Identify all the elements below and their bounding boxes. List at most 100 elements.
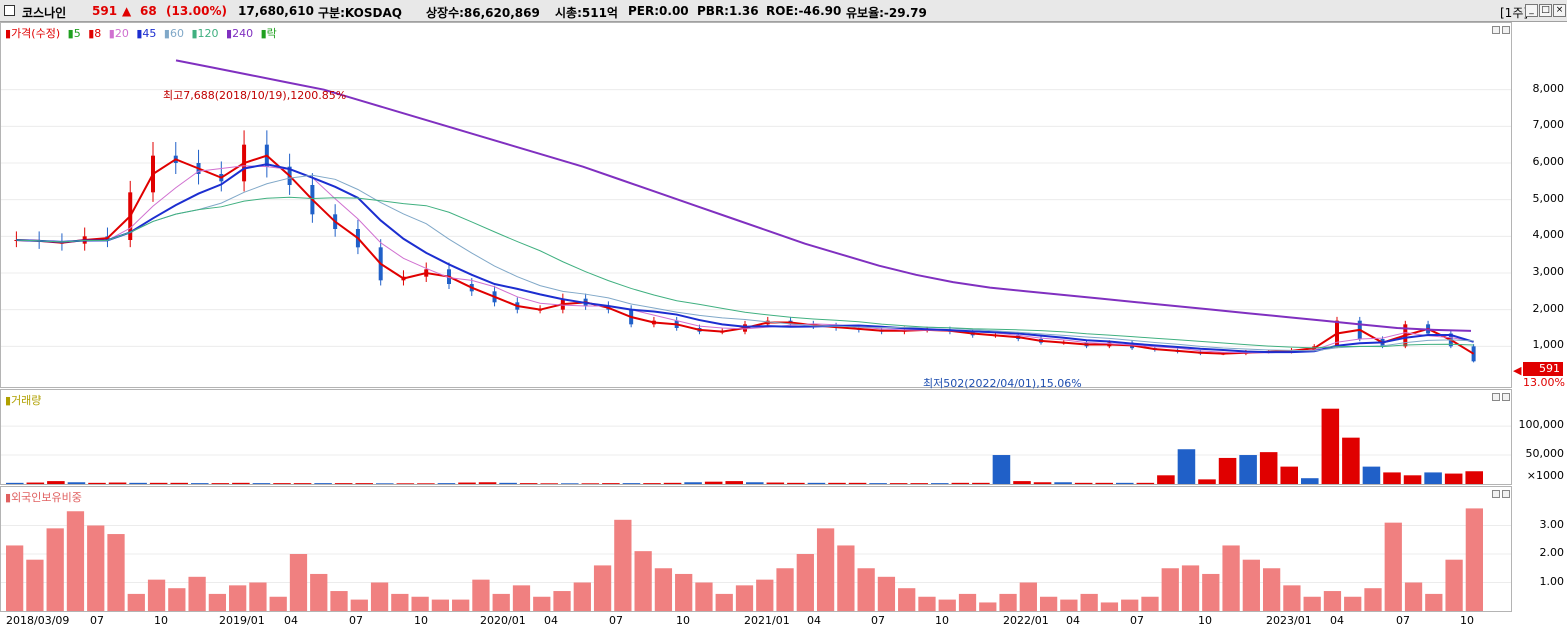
x-axis-label: 2018/03/09: [6, 614, 70, 627]
foreign-bar: [1283, 585, 1301, 611]
volume-bar: [519, 483, 538, 484]
foreign-minimize-button[interactable]: [1492, 490, 1500, 498]
volume-close-button[interactable]: [1502, 393, 1510, 401]
x-axis-label: 10: [414, 614, 428, 627]
foreign-bar: [593, 565, 612, 611]
low-annotation: 최저502(2022/04/01),15.06%: [923, 377, 1082, 390]
volume-bar: [149, 482, 168, 484]
foreign-bar: [1060, 599, 1078, 611]
minimize-button[interactable]: _: [1525, 4, 1538, 17]
ma8-line: [16, 154, 1475, 355]
volume-bar: [1095, 482, 1113, 484]
foreign-bar: [452, 599, 470, 611]
volume-bar: [1239, 455, 1257, 484]
x-axis-label: 10: [1460, 614, 1474, 627]
volume-bar: [807, 482, 826, 484]
legend-price: ▮가격(수정): [5, 27, 61, 40]
price-marker-icon: ◀: [1513, 364, 1522, 377]
foreign-close-button[interactable]: [1502, 490, 1510, 498]
volume-bar: [766, 482, 785, 484]
foreign-bar: [614, 519, 632, 611]
volume-bar: [458, 482, 476, 484]
foreign-bar: [1141, 596, 1159, 611]
volume-bar: [704, 481, 723, 484]
volume-bar: [1116, 482, 1134, 484]
per-value: PER:0.00: [628, 4, 689, 18]
volume-bar: [417, 483, 435, 484]
foreign-bar: [107, 534, 125, 611]
volume-bar: [1054, 482, 1072, 484]
roe-value: ROE:-46.90: [766, 4, 842, 18]
volume-bar: [828, 482, 846, 484]
stock-name[interactable]: 코스나인: [22, 6, 67, 20]
foreign-bar: [269, 596, 287, 611]
volume-bar: [1136, 482, 1155, 484]
foreign-bar: [208, 593, 227, 611]
foreign-ytick: 1.00: [1539, 574, 1565, 588]
legend-ma60: ▮60: [163, 27, 184, 40]
price-ytick: 3,000: [1532, 265, 1565, 278]
x-axis-label: 10: [154, 614, 168, 627]
foreign-ytick: 3.00: [1539, 517, 1565, 531]
volume-bar: [725, 481, 743, 484]
foreign-bar: [1404, 582, 1423, 611]
maximize-button[interactable]: □: [1539, 4, 1552, 17]
volume-chart-svg: [1, 408, 1511, 484]
x-axis-label: 04: [1066, 614, 1080, 627]
x-axis-label: 07: [609, 614, 623, 627]
close-button[interactable]: ×: [1553, 4, 1566, 17]
volume-bar: [232, 482, 250, 484]
price-ytick: 8,000: [1532, 81, 1565, 95]
foreign-bar: [168, 588, 186, 611]
foreign-bar: [1100, 602, 1119, 611]
x-axis-label: 2021/01: [744, 614, 790, 627]
volume-bar: [6, 482, 24, 484]
x-axis-label: 04: [544, 614, 558, 627]
price-badge: 591: [1523, 362, 1563, 376]
foreign-bar: [229, 585, 247, 611]
panel-minimize-button[interactable]: [1492, 26, 1500, 34]
volume-minimize-button[interactable]: [1492, 393, 1500, 401]
foreign-bar: [310, 573, 328, 611]
volume-plot-area[interactable]: ▮거래량: [0, 389, 1512, 485]
foreign-bar: [1425, 593, 1443, 611]
volume-bar: [293, 483, 312, 484]
x-axis-label: 04: [284, 614, 298, 627]
volume-bar: [746, 482, 764, 484]
period-selector[interactable]: [1주]: [1500, 6, 1529, 20]
foreign-bar: [796, 554, 814, 611]
market-cap: 시총:511억: [555, 6, 618, 20]
panel-close-button[interactable]: [1502, 26, 1510, 34]
foreign-bar: [1242, 559, 1260, 611]
volume-axis: 100,000 50,000 ×1000: [1512, 389, 1567, 485]
price-panel: ▮가격(수정) ▮5 ▮8 ▮20 ▮45 ▮60 ▮120 ▮240 ▮락 최…: [0, 22, 1567, 390]
volume-bar: [376, 483, 394, 484]
current-price: 591: [92, 4, 118, 18]
volume-bar: [1218, 457, 1237, 484]
price-legend: ▮가격(수정) ▮5 ▮8 ▮20 ▮45 ▮60 ▮120 ▮240 ▮락: [5, 25, 281, 41]
price-plot-area[interactable]: ▮가격(수정) ▮5 ▮8 ▮20 ▮45 ▮60 ▮120 ▮240 ▮락 최…: [0, 22, 1512, 390]
volume-bar: [499, 482, 517, 484]
foreign-bar: [127, 593, 145, 611]
foreign-bar: [553, 591, 571, 611]
foreign-bar: [1222, 545, 1240, 611]
volume-bar: [602, 483, 620, 484]
volume-bar: [1013, 481, 1031, 484]
x-axis-label: 10: [676, 614, 690, 627]
volume-bar: [108, 482, 127, 484]
volume-bar: [1074, 482, 1093, 484]
foreign-bar: [938, 599, 956, 611]
foreign-plot-area[interactable]: ▮외국인보유비중: [0, 486, 1512, 612]
x-axis-label: 04: [1330, 614, 1344, 627]
foreign-bar: [472, 579, 490, 611]
volume-bar: [1177, 449, 1196, 484]
volume-bar: [67, 482, 86, 484]
select-checkbox[interactable]: [4, 5, 15, 16]
foreign-bar: [87, 525, 105, 611]
volume-bar: [643, 483, 661, 484]
legend-ma20: ▮20: [108, 27, 129, 40]
foreign-bar: [370, 582, 389, 611]
volume-bar: [1383, 472, 1401, 484]
volume-bar: [931, 483, 949, 484]
ma120-line: [16, 196, 1474, 349]
